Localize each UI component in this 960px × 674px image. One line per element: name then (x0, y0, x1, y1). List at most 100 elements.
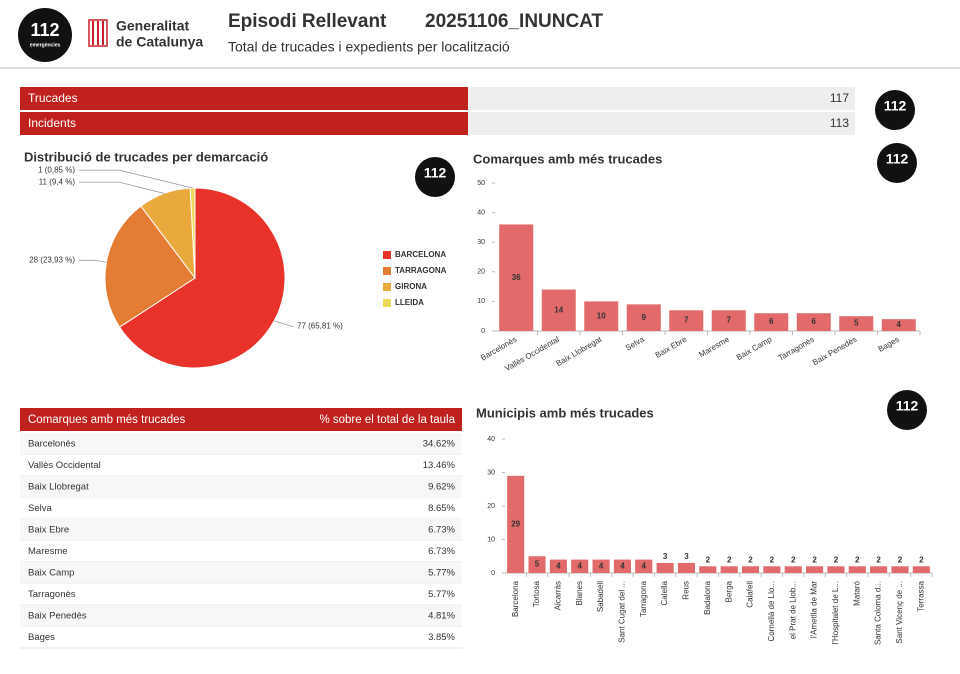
data-label: 2 (898, 555, 903, 564)
bar (699, 566, 717, 573)
logo-text: 112 (884, 98, 907, 114)
data-label: 14 (554, 305, 563, 314)
bar (891, 566, 909, 573)
logos: 112 112 112 112 (415, 90, 927, 430)
bar (592, 559, 610, 573)
data-label: 1 (0,85 %) (38, 165, 75, 174)
bar (848, 566, 866, 573)
x-tick-label: Sabadell (596, 581, 605, 612)
bar (499, 224, 534, 331)
legend-label: BARCELONA (395, 250, 446, 259)
data-label: 36 (512, 273, 521, 282)
table-row (20, 497, 462, 519)
leader-line (79, 259, 107, 263)
logo (415, 157, 455, 197)
data-label: 29 (511, 520, 520, 529)
bar (541, 289, 576, 331)
table-cell: 9.62% (428, 482, 455, 493)
table-header: % sobre el total de la taula (319, 414, 455, 426)
x-tick-label: l'Hospitalet de L... (831, 581, 840, 644)
leader-line (79, 181, 165, 194)
table-cell: 34.62% (423, 439, 456, 450)
x-tick-label: Calella (660, 580, 669, 605)
data-label: 5 (854, 319, 859, 328)
data-label: 2 (855, 555, 860, 564)
data-label: 2 (791, 555, 796, 564)
logo-text: 112 (30, 20, 59, 40)
logo-text: 112 (896, 398, 919, 414)
table-cell: 5.77% (428, 589, 455, 600)
gov-name: Generalitat (116, 18, 189, 34)
bar (507, 475, 525, 573)
data-label: 28 (23,93 %) (29, 255, 75, 264)
bar (656, 562, 674, 573)
data-label: 3 (663, 552, 668, 561)
x-tick-label: Santa Coloma d... (874, 581, 883, 645)
bar (549, 559, 567, 573)
summary-label-cell (20, 87, 468, 110)
leader-line (79, 169, 193, 189)
legend-swatch (383, 267, 391, 275)
data-label: 2 (919, 555, 924, 564)
bar (763, 566, 781, 573)
table-row (20, 583, 462, 605)
logo (887, 390, 927, 430)
x-tick-label: Badalona (703, 580, 712, 614)
data-label: 9 (642, 313, 647, 322)
data-label: 4 (620, 561, 625, 570)
logo-text: 112 (886, 151, 909, 167)
y-tick-label: 40 (477, 209, 485, 216)
x-tick-label: el Prat de Llob... (788, 581, 797, 639)
summary-label-cell (20, 112, 468, 135)
legend-label: LLEIDA (395, 298, 424, 307)
y-tick-label: 10 (487, 536, 495, 543)
data-label: 2 (770, 555, 775, 564)
data-label: 77 (65,81 %) (297, 322, 343, 331)
table-cell: Barcelonès (28, 439, 76, 450)
data-label: 4 (897, 320, 902, 329)
data-label: 2 (876, 555, 881, 564)
y-tick-label: 10 (477, 298, 485, 305)
x-tick-label: Alcarràs (553, 581, 562, 610)
legend-label: GIRONA (395, 282, 427, 291)
table-cell: 6.73% (428, 525, 455, 536)
summary-value-cell (468, 87, 855, 110)
bar (870, 566, 888, 573)
legend-swatch (383, 251, 391, 259)
x-tick-label: Blanes (575, 581, 584, 605)
table-cell: Baix Llobregat (28, 482, 89, 493)
chart-title: Municipis amb més trucades (476, 405, 654, 420)
data-label: 5 (535, 560, 540, 569)
table-cell: Bages (28, 632, 55, 643)
x-tick-label: Reus (682, 581, 691, 600)
table-cell: Maresme (28, 546, 68, 557)
x-tick-label: Tarragona (639, 580, 648, 617)
data-label: 7 (684, 316, 689, 325)
data-label: 6 (812, 317, 817, 326)
data-label: 11 (9,4 %) (39, 177, 76, 186)
x-tick-label: Cornellà de Llo... (767, 581, 776, 641)
legend-swatch (383, 299, 391, 307)
table-cell: 5.77% (428, 568, 455, 579)
data-label: 10 (597, 311, 606, 320)
data-label: 4 (556, 561, 561, 570)
bar (635, 559, 653, 573)
bar (571, 559, 589, 573)
chart-title: Comarques amb més trucades (473, 151, 662, 166)
logo (877, 143, 917, 183)
y-tick-label: 50 (477, 180, 485, 187)
y-tick-label: 30 (477, 239, 485, 246)
bar (754, 313, 789, 331)
page-title: Episodi Rellevant (228, 11, 387, 32)
logo-text: 112 (424, 165, 447, 181)
table-row (20, 540, 462, 562)
table-cell: Vallès Occidental (28, 460, 101, 471)
summary-label: Trucades (28, 91, 78, 105)
table-row (20, 433, 462, 455)
bar (613, 559, 631, 573)
data-label: 2 (748, 555, 753, 564)
y-tick-label: 30 (487, 469, 495, 476)
pie-slice (104, 205, 196, 328)
table-cell: Baix Camp (28, 568, 74, 579)
